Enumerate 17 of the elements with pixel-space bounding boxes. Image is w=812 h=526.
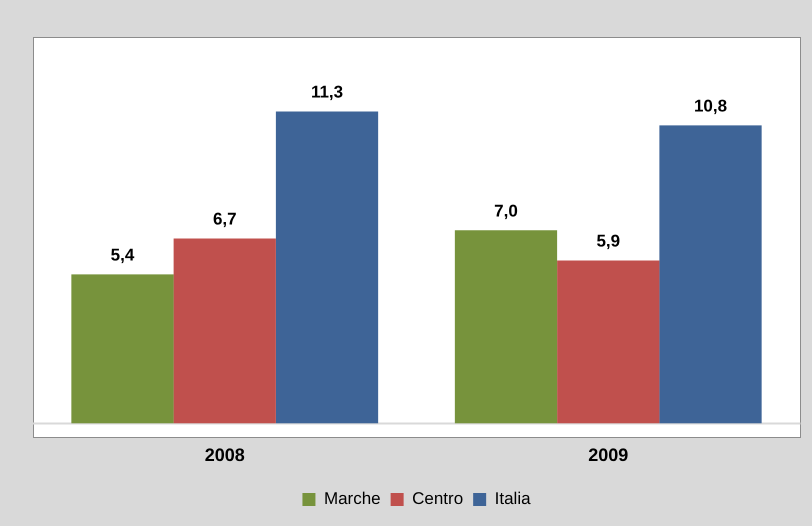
bar — [659, 125, 762, 424]
bar — [557, 260, 660, 424]
bar — [174, 238, 276, 424]
data-label: 10,8 — [694, 96, 728, 116]
legend-label: Centro — [412, 489, 464, 508]
x-tick-label: 2009 — [588, 445, 628, 466]
data-label: 11,3 — [310, 82, 344, 102]
x-tick-label: 2008 — [204, 445, 245, 466]
legend-label: Italia — [494, 489, 532, 508]
data-label: 5,9 — [596, 232, 620, 251]
bar — [454, 230, 558, 424]
bar — [71, 274, 174, 424]
data-label: 5,4 — [110, 246, 135, 265]
data-label: 6,7 — [212, 210, 237, 229]
legend-label: Marche — [324, 489, 381, 508]
data-label: 7,0 — [494, 201, 518, 220]
bar — [276, 112, 378, 424]
